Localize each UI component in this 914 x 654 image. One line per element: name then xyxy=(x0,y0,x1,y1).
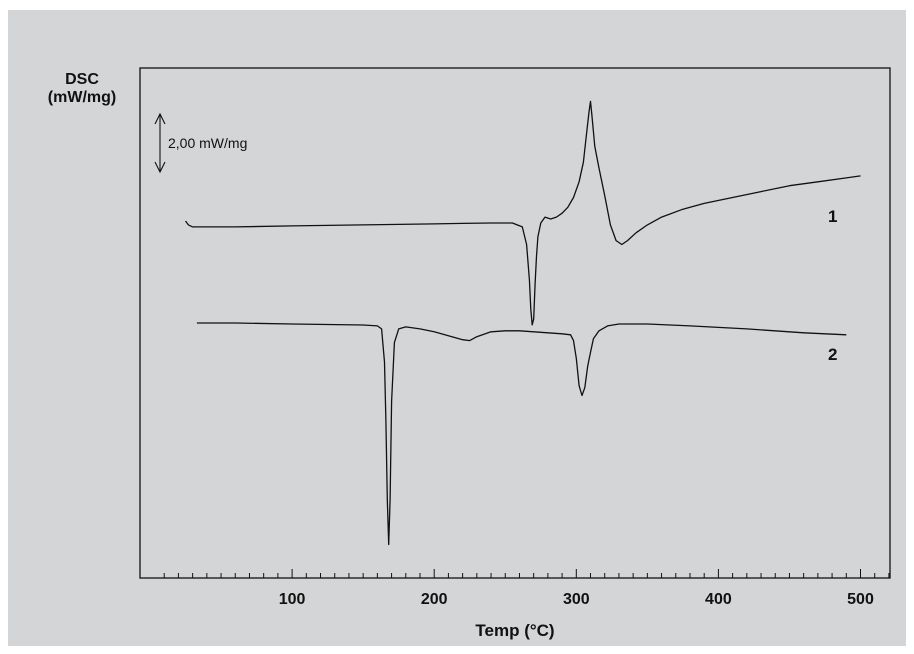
y-axis-label-line2: (mW/mg) xyxy=(48,89,116,106)
x-axis-label: Temp (°C) xyxy=(475,621,554,640)
x-tick-label: 300 xyxy=(563,591,590,608)
series-label-1: 1 xyxy=(828,207,837,226)
plot-area-frame xyxy=(139,67,891,579)
series-labels: 12 xyxy=(828,207,837,364)
scale-bar-arrowhead-bottom xyxy=(154,161,166,174)
series-line-2 xyxy=(196,322,847,546)
x-tick-label: 400 xyxy=(705,591,732,608)
x-axis-ticks: 100 200 300 400 500 xyxy=(163,569,890,608)
scale-bar-label: 2,00 mW/mg xyxy=(168,135,247,151)
dsc-chart: DSC (mW/mg) 100 200 300 400 500 12 2,00 mW/m… xyxy=(48,67,891,640)
series-line-1 xyxy=(184,100,861,326)
scale-bar-arrowhead-top xyxy=(154,112,166,125)
x-tick-label: 100 xyxy=(279,591,306,608)
y-axis-label-line1: DSC xyxy=(65,71,99,88)
x-tick-label: 200 xyxy=(421,591,448,608)
scale-bar: 2,00 mW/mg xyxy=(154,112,247,174)
series-layer xyxy=(184,100,861,546)
x-tick-label: 500 xyxy=(847,591,874,608)
series-label-2: 2 xyxy=(828,345,837,364)
